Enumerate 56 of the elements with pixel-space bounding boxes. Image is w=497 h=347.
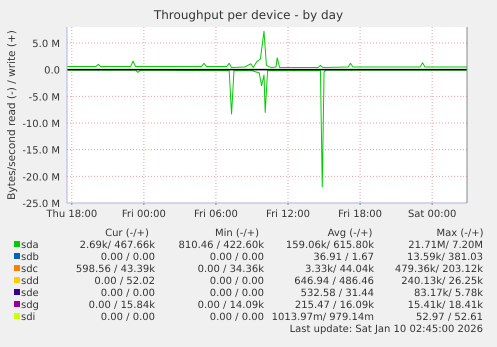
x-tick-label: Fri 12:00 <box>266 209 310 220</box>
y-tick-label: 5.0 M <box>32 39 60 50</box>
text: 532.58 / 31.44 <box>300 288 374 299</box>
text: 0.00 / 0.00 <box>210 252 264 263</box>
y-tick-label: -10.0 M <box>22 119 60 130</box>
text: Last update: Sat Jan 10 02:45:00 2026 <box>290 324 483 335</box>
text: 810.46 / 422.60k <box>178 240 264 251</box>
text: 0.00 / 0.00 <box>100 312 155 323</box>
text: 646.94 / 486.46 <box>294 276 374 287</box>
y-tick-label: 0.0 <box>44 66 60 77</box>
text: 15.41k/ 18.41k <box>408 300 484 311</box>
text: 0.00 / 0.00 <box>100 252 155 263</box>
y-tick-label: -15.0 M <box>22 146 60 157</box>
text: 3.33k/ 44.04k <box>304 264 374 275</box>
text: 0.00 / 0.00 <box>210 288 264 299</box>
x-tick-label: Sat 00:00 <box>408 209 456 220</box>
x-tick-label: Thu 18:00 <box>45 209 98 220</box>
legend-label: sdc <box>21 264 38 275</box>
text: 159.06k/ 615.80k <box>286 240 374 251</box>
text: 0.00 / 14.09k <box>198 300 264 311</box>
y-tick-label: -25.0 M <box>22 199 60 210</box>
text: 0.00 / 0.00 <box>210 276 264 287</box>
text: 0.00 / 15.84k <box>88 300 156 311</box>
text: 2.69k/ 467.66k <box>80 240 156 251</box>
text: 36.91 / 1.67 <box>313 252 374 263</box>
x-tick-label: Fri 00:00 <box>122 209 166 220</box>
text: Min (-/+) <box>214 228 260 239</box>
x-tick-label: Fri 18:00 <box>338 209 382 220</box>
text: 0.00 / 0.00 <box>210 312 264 323</box>
text: 598.56 / 43.39k <box>76 264 156 275</box>
legend-label: sdg <box>21 300 39 311</box>
text: 21.71M/ 7.20M <box>408 240 483 251</box>
text: 83.17k/ 5.78k <box>414 288 484 299</box>
text: 52.97 / 52.61 <box>416 312 483 323</box>
line-series <box>66 30 468 68</box>
y-tick-label: -20.0 M <box>22 172 60 184</box>
text: 0.00 / 0.00 <box>100 288 155 299</box>
y-tick-label: -5.0 M <box>28 92 60 104</box>
legend-label: sdi <box>21 312 36 323</box>
legend-label: sdd <box>21 276 39 287</box>
text: Max (-/+) <box>436 228 484 239</box>
legend-label: sda <box>21 240 39 251</box>
legend-label: sde <box>21 288 39 299</box>
text: 13.59k/ 381.03 <box>407 252 483 263</box>
text: 215.47 / 16.09k <box>294 300 374 311</box>
chart-title: Throughput per device - by day <box>152 8 344 22</box>
legend-label: sdb <box>21 252 39 263</box>
text: 0.00 / 34.36k <box>198 264 264 275</box>
x-tick-label: Fri 06:00 <box>194 209 238 220</box>
text: Avg (-/+) <box>328 228 373 239</box>
text: 240.13k/ 26.25k <box>401 276 484 287</box>
y-axis-title: Bytes/second read (-) / write (+) <box>6 30 18 200</box>
text: 1013.97m/ 979.14m <box>272 312 374 323</box>
text: 479.36k/ 203.12k <box>394 264 484 275</box>
text: 0.00 / 52.02 <box>94 276 155 287</box>
text: Cur (-/+) <box>105 228 149 239</box>
